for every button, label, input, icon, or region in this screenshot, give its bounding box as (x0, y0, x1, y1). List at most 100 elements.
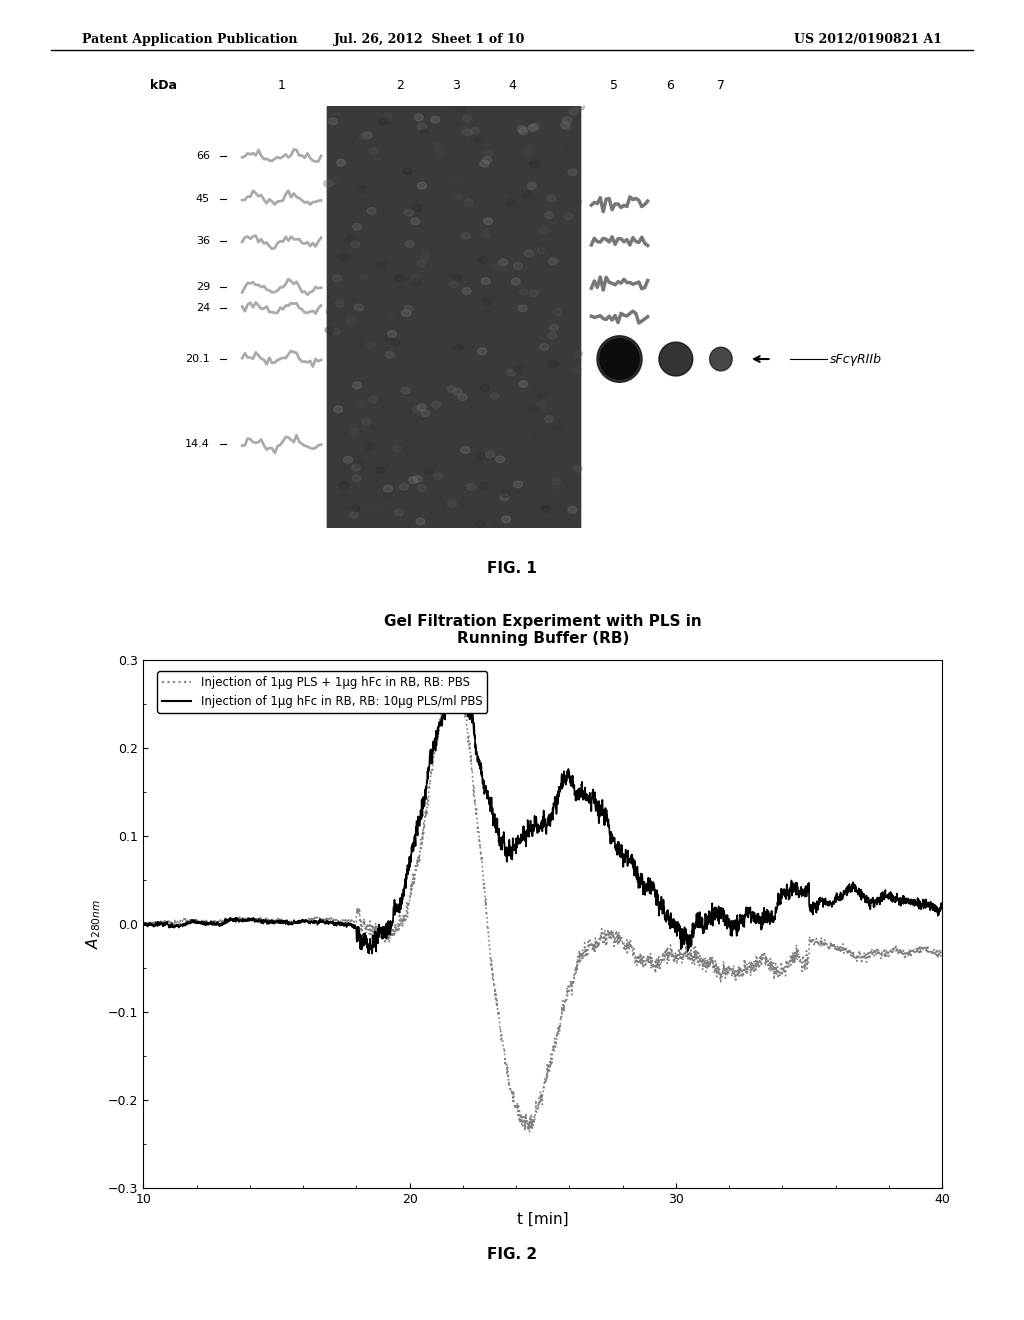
Circle shape (337, 158, 346, 165)
Circle shape (331, 140, 340, 148)
Circle shape (545, 211, 554, 219)
Circle shape (404, 210, 414, 216)
Circle shape (392, 445, 401, 451)
Circle shape (385, 334, 394, 341)
Circle shape (347, 317, 356, 323)
Circle shape (352, 465, 360, 471)
Text: Patent Application Publication: Patent Application Publication (82, 33, 297, 46)
Circle shape (568, 507, 577, 513)
Injection of 1μg hFc in RB, RB: 10μg PLS/ml PBS: (21.5, 0.264): 10μg PLS/ml PBS: (21.5, 0.264) (443, 684, 456, 700)
Circle shape (483, 218, 493, 224)
Circle shape (560, 121, 569, 128)
Circle shape (528, 124, 538, 131)
Circle shape (354, 304, 364, 310)
Circle shape (573, 466, 582, 473)
Circle shape (340, 482, 349, 488)
Injection of 1μg PLS + 1μg hFc in RB, RB: PBS: (21.7, 0.288): PBS: (21.7, 0.288) (447, 663, 460, 678)
Text: 2: 2 (396, 79, 403, 92)
Circle shape (364, 132, 372, 139)
Circle shape (451, 176, 459, 182)
Circle shape (463, 129, 472, 136)
Circle shape (499, 352, 508, 359)
Circle shape (441, 350, 450, 356)
Text: 14.4: 14.4 (185, 438, 210, 449)
Circle shape (340, 253, 349, 260)
Circle shape (372, 506, 381, 512)
Text: sFcγRIIb: sFcγRIIb (829, 352, 882, 366)
Circle shape (437, 193, 446, 199)
Circle shape (493, 264, 502, 271)
Circle shape (376, 467, 385, 474)
Text: Gel Filtration Experiment with PLS in
Running Buffer (RB): Gel Filtration Experiment with PLS in Ru… (384, 614, 701, 647)
Bar (327, 106, 580, 528)
Text: US 2012/0190821 A1: US 2012/0190821 A1 (794, 33, 942, 46)
Circle shape (331, 327, 340, 335)
Circle shape (572, 198, 582, 205)
Circle shape (366, 444, 375, 450)
Circle shape (447, 385, 456, 392)
Circle shape (548, 333, 557, 339)
Circle shape (564, 268, 573, 276)
Circle shape (417, 404, 426, 411)
Circle shape (461, 446, 470, 453)
Circle shape (502, 516, 511, 523)
Circle shape (434, 473, 442, 480)
Circle shape (476, 520, 484, 528)
Circle shape (524, 149, 532, 156)
Circle shape (478, 256, 487, 263)
Circle shape (403, 168, 412, 174)
Injection of 1μg PLS + 1μg hFc in RB, RB: PBS: (39.4, -0.0265): PBS: (39.4, -0.0265) (921, 940, 933, 956)
Circle shape (434, 149, 443, 156)
Circle shape (530, 124, 540, 131)
Circle shape (539, 227, 548, 234)
Circle shape (409, 477, 418, 483)
Injection of 1μg hFc in RB, RB: 10μg PLS/ml PBS: (22.8, 0.151): 10μg PLS/ml PBS: (22.8, 0.151) (478, 783, 490, 799)
Y-axis label: $A_{280nm}$: $A_{280nm}$ (84, 899, 102, 949)
Circle shape (453, 275, 462, 281)
Circle shape (550, 257, 559, 264)
Circle shape (352, 381, 361, 389)
Circle shape (332, 177, 341, 183)
Polygon shape (597, 335, 642, 383)
Circle shape (329, 252, 337, 259)
Circle shape (349, 511, 358, 519)
Circle shape (538, 247, 547, 253)
Polygon shape (659, 342, 693, 376)
Circle shape (453, 194, 462, 201)
Circle shape (447, 500, 457, 507)
Circle shape (479, 482, 487, 488)
Text: 20.1: 20.1 (185, 354, 210, 364)
Circle shape (385, 351, 394, 358)
Circle shape (526, 147, 536, 153)
Circle shape (562, 116, 571, 124)
Text: 45: 45 (196, 194, 210, 203)
X-axis label: t [min]: t [min] (517, 1212, 568, 1226)
Circle shape (563, 123, 572, 129)
Circle shape (420, 129, 429, 136)
Circle shape (554, 309, 562, 315)
Circle shape (519, 380, 528, 388)
Circle shape (462, 288, 471, 294)
Circle shape (324, 180, 333, 187)
Text: 3: 3 (453, 79, 460, 92)
Circle shape (501, 490, 510, 498)
Circle shape (482, 335, 492, 342)
Circle shape (499, 259, 508, 265)
Injection of 1μg hFc in RB, RB: 10μg PLS/ml PBS: (21.9, 0.284): 10μg PLS/ml PBS: (21.9, 0.284) (455, 667, 467, 682)
Circle shape (394, 510, 403, 516)
Injection of 1μg PLS + 1μg hFc in RB, RB: PBS: (22.8, 0.039): PBS: (22.8, 0.039) (478, 882, 490, 898)
Circle shape (471, 128, 479, 135)
Circle shape (474, 135, 482, 143)
Circle shape (401, 310, 411, 317)
Circle shape (327, 309, 336, 315)
Circle shape (417, 260, 426, 267)
Circle shape (529, 161, 539, 168)
Circle shape (474, 459, 483, 466)
Circle shape (343, 457, 352, 463)
Circle shape (477, 348, 486, 355)
Injection of 1μg hFc in RB, RB: 10μg PLS/ml PBS: (36.2, 0.0299): 10μg PLS/ml PBS: (36.2, 0.0299) (835, 890, 847, 906)
Circle shape (452, 348, 461, 355)
Injection of 1μg PLS + 1μg hFc in RB, RB: PBS: (40, -0.0307): PBS: (40, -0.0307) (936, 942, 948, 958)
Circle shape (503, 246, 512, 252)
Circle shape (424, 469, 433, 475)
